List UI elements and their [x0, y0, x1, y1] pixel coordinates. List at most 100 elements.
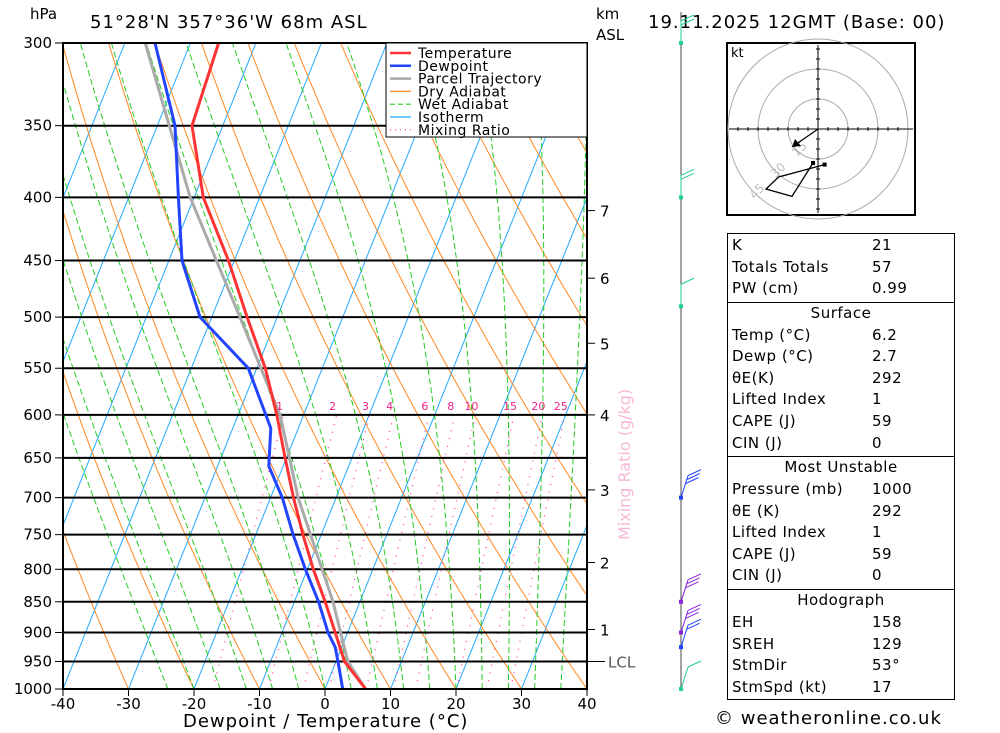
dry-adiabat-line — [293, 43, 587, 597]
isotherm-line — [63, 43, 322, 689]
index-value: 6.2 — [872, 325, 898, 344]
index-label: Lifted Index — [732, 390, 827, 409]
index-label: Temp (°C) — [732, 325, 811, 344]
mixing-ratio-line — [212, 414, 285, 689]
km-tick-label: 1 — [600, 621, 610, 639]
wind-barb-flag — [680, 168, 695, 176]
index-value: 59 — [872, 412, 893, 431]
index-label: Totals Totals — [732, 257, 829, 276]
index-value: 292 — [872, 501, 903, 520]
isotherm-line — [128, 43, 388, 689]
km-tick-label: 5 — [600, 335, 610, 353]
km-tick-label: 7 — [600, 203, 610, 221]
location-title: 51°28'N 357°36'W 68m ASL — [90, 12, 368, 33]
index-row: Lifted Index 1 — [728, 389, 954, 411]
wet-adiabat-line — [346, 43, 457, 689]
pressure-tick-label: 300 — [23, 34, 52, 52]
wind-barb-flag — [685, 477, 699, 485]
mixing-ratio-label: 3 — [362, 400, 369, 413]
index-value: 17 — [872, 677, 893, 696]
legend-label: Isotherm — [418, 110, 484, 126]
index-label: Pressure (mb) — [732, 480, 844, 499]
copyright: © weatheronline.co.uk — [715, 708, 942, 729]
wet-adiabat-line — [110, 43, 326, 689]
wind-profile — [679, 12, 702, 691]
km-tick-label: 6 — [600, 270, 610, 288]
pressure-tick-label: 950 — [23, 652, 52, 670]
section-title: Most Unstable — [784, 458, 898, 477]
mixing-ratio-label: 10 — [464, 400, 478, 413]
pressure-tick-label: 600 — [23, 406, 52, 424]
profiles — [143, 43, 367, 689]
temperature-tick-label: -30 — [116, 695, 141, 713]
wind-barb-staff — [680, 579, 689, 602]
index-value: 2.7 — [872, 347, 898, 366]
index-value: 0 — [872, 433, 883, 452]
index-value: 53° — [872, 656, 901, 675]
wind-barb-flag — [680, 18, 695, 26]
index-label: Lifted Index — [732, 523, 827, 542]
wind-barb-flag — [680, 172, 695, 180]
index-label: EH — [732, 612, 754, 631]
hodograph-unit-label: kt — [731, 46, 744, 61]
mixing-ratio-label: 15 — [503, 400, 517, 413]
indices-table: K 21 Totals Totals 57 PW (cm) 0.99 Surface Temp… — [727, 233, 955, 700]
index-label: K — [732, 236, 743, 254]
temperature-tick-label: 0 — [320, 695, 330, 713]
mixing-ratio-line — [456, 414, 515, 689]
hodograph-endpoint — [822, 162, 827, 167]
mixing-ratio-line — [268, 414, 338, 689]
index-row: θE(K) 292 — [728, 368, 954, 390]
legend-label: Temperature — [417, 46, 512, 62]
legend-label: Mixing Ratio — [418, 123, 510, 139]
index-value: 59 — [872, 544, 893, 563]
km-label: km — [596, 5, 619, 23]
index-label: PW (cm) — [732, 279, 799, 298]
mixing-ratio-label: 4 — [386, 400, 393, 413]
dry-adiabat-line — [200, 43, 522, 689]
mixing-ratio-label: 25 — [554, 400, 568, 413]
index-row: K 21 — [728, 235, 954, 257]
temperature-tick-label: -20 — [182, 695, 207, 713]
index-label: Dewp (°C) — [732, 347, 814, 366]
dry-adiabat-line — [63, 529, 129, 689]
index-label: CAPE (J) — [732, 544, 797, 563]
isotherm-line — [63, 43, 191, 363]
index-value: 0 — [872, 566, 883, 585]
index-row: EH 158 — [728, 612, 954, 634]
temperature-tick-label: 20 — [446, 695, 465, 713]
pressure-tick-label: 1000 — [14, 680, 52, 698]
x-axis-label: Dewpoint / Temperature (°C) — [183, 711, 468, 732]
index-value: 1 — [872, 523, 883, 542]
index-label: CIN (J) — [732, 433, 783, 452]
km-tick-label: 2 — [600, 555, 610, 573]
legend-label: Wet Adiabat — [418, 97, 509, 113]
wind-barb-flag — [686, 473, 700, 481]
pressure-tick-label: 450 — [23, 252, 52, 270]
section-title: Surface — [810, 304, 872, 323]
index-row: θE (K) 292 — [728, 501, 954, 523]
mixing-ratio-axis-label: Mixing Ratio (g/kg) — [615, 389, 634, 540]
wet-adiabat-line — [63, 80, 274, 689]
index-value: 0.99 — [872, 279, 908, 298]
index-label: θE(K) — [732, 368, 775, 387]
mixing-ratio-label: 6 — [421, 400, 428, 413]
index-value: 1000 — [872, 480, 913, 499]
index-row: PW (cm) 0.99 — [728, 278, 954, 300]
temperature-tick-label: 10 — [381, 695, 400, 713]
index-label: StmSpd (kt) — [732, 677, 828, 696]
index-row: Temp (°C) 6.2 — [728, 325, 954, 347]
index-row: SREH 129 — [728, 634, 954, 656]
isotherm-line — [455, 360, 587, 689]
wet-adiabat-line — [412, 43, 483, 689]
wind-barb-flag — [686, 608, 700, 615]
storm-motion-arrowhead-icon — [792, 139, 801, 147]
wind-barb-flag — [687, 604, 702, 611]
temperature-tick-label: -10 — [247, 695, 272, 713]
wind-barb-flag — [680, 14, 695, 22]
dry-adiabat-line — [108, 43, 391, 689]
index-value: 158 — [872, 612, 903, 631]
index-row: Lifted Index 1 — [728, 522, 954, 544]
